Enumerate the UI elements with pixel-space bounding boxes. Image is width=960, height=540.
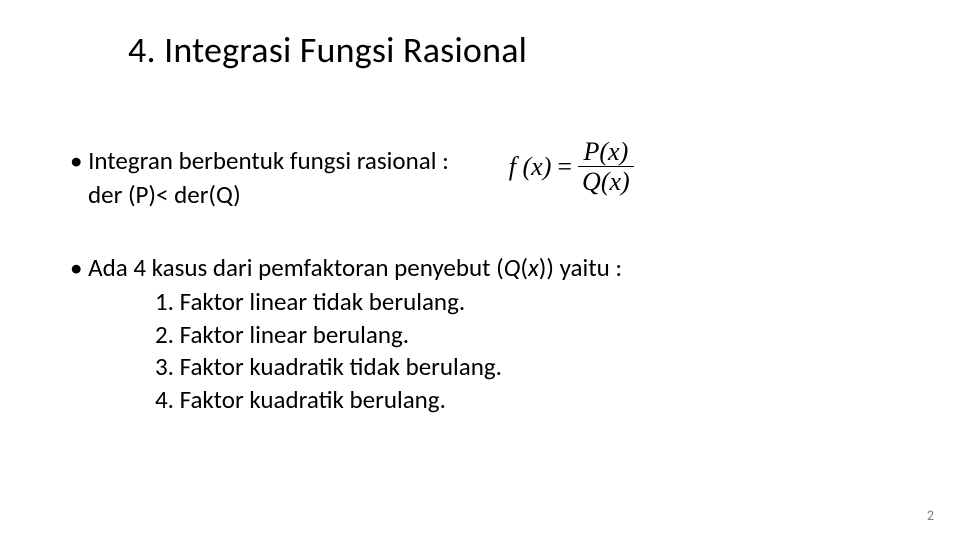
- cases-lead-prefix: Ada 4 kasus dari pemfaktoran penyebut (: [88, 252, 504, 283]
- slide-title: 4. Integrasi Fungsi Rasional: [128, 28, 890, 72]
- cases-Q: Q: [504, 252, 521, 283]
- formula-numerator: P(x): [579, 138, 632, 165]
- bullet-integran: Integran berbentuk fungsi rasional : der…: [70, 144, 449, 212]
- cases-paren-open: (: [520, 252, 528, 283]
- cases-lead-line: Ada 4 kasus dari pemfaktoran penyebut (Q…: [70, 252, 890, 285]
- cases-paren-close: )) yaitu :: [539, 252, 622, 283]
- case-item-4: 4. Faktor kuadratik berulang.: [155, 384, 890, 417]
- bullet-cases: Ada 4 kasus dari pemfaktoran penyebut (Q…: [70, 252, 890, 417]
- formula-fraction: P(x) Q(x): [578, 138, 634, 196]
- case-item-3: 3. Faktor kuadratik tidak berulang.: [155, 351, 890, 384]
- case-item-2: 2. Faktor linear berulang.: [155, 319, 890, 352]
- bullet-line-2: der (P)< der(Q): [88, 178, 449, 212]
- cases-list: 1. Faktor linear tidak berulang. 2. Fakt…: [155, 286, 890, 416]
- case-item-1: 1. Faktor linear tidak berulang.: [155, 286, 890, 319]
- cases-x: x: [528, 252, 539, 283]
- formula-equals: =: [557, 152, 572, 182]
- first-bullet-row: Integran berbentuk fungsi rasional : der…: [70, 144, 890, 212]
- formula-fx: f (x) = P(x) Q(x): [509, 138, 634, 196]
- bullet-line-1: Integran berbentuk fungsi rasional :: [70, 144, 449, 178]
- page-number: 2: [927, 507, 934, 524]
- formula-denominator: Q(x): [578, 168, 634, 195]
- formula-lhs: f (x): [509, 152, 552, 182]
- slide: 4. Integrasi Fungsi Rasional Integran be…: [0, 0, 960, 540]
